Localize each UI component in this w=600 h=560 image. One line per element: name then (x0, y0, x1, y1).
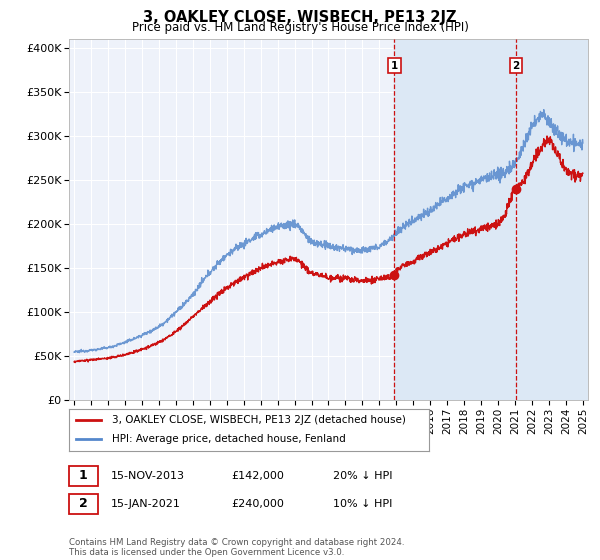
Text: 10% ↓ HPI: 10% ↓ HPI (333, 499, 392, 508)
Text: 2: 2 (79, 497, 88, 510)
Bar (394, 39, 516, 400)
Text: Price paid vs. HM Land Registry's House Price Index (HPI): Price paid vs. HM Land Registry's House … (131, 21, 469, 34)
Text: 1: 1 (391, 60, 398, 71)
Text: HPI: Average price, detached house, Fenland: HPI: Average price, detached house, Fenl… (112, 435, 346, 445)
Text: 1: 1 (79, 469, 88, 482)
Text: 2: 2 (512, 60, 520, 71)
Text: 3, OAKLEY CLOSE, WISBECH, PE13 2JZ: 3, OAKLEY CLOSE, WISBECH, PE13 2JZ (143, 10, 457, 25)
Text: £240,000: £240,000 (231, 499, 284, 508)
Text: 3, OAKLEY CLOSE, WISBECH, PE13 2JZ (detached house): 3, OAKLEY CLOSE, WISBECH, PE13 2JZ (deta… (112, 415, 406, 425)
Text: Contains HM Land Registry data © Crown copyright and database right 2024.
This d: Contains HM Land Registry data © Crown c… (69, 538, 404, 557)
Text: £142,000: £142,000 (231, 471, 284, 480)
Bar (516, 39, 600, 400)
Text: 15-NOV-2013: 15-NOV-2013 (111, 471, 185, 480)
Text: 15-JAN-2021: 15-JAN-2021 (111, 499, 181, 508)
Text: 20% ↓ HPI: 20% ↓ HPI (333, 471, 392, 480)
